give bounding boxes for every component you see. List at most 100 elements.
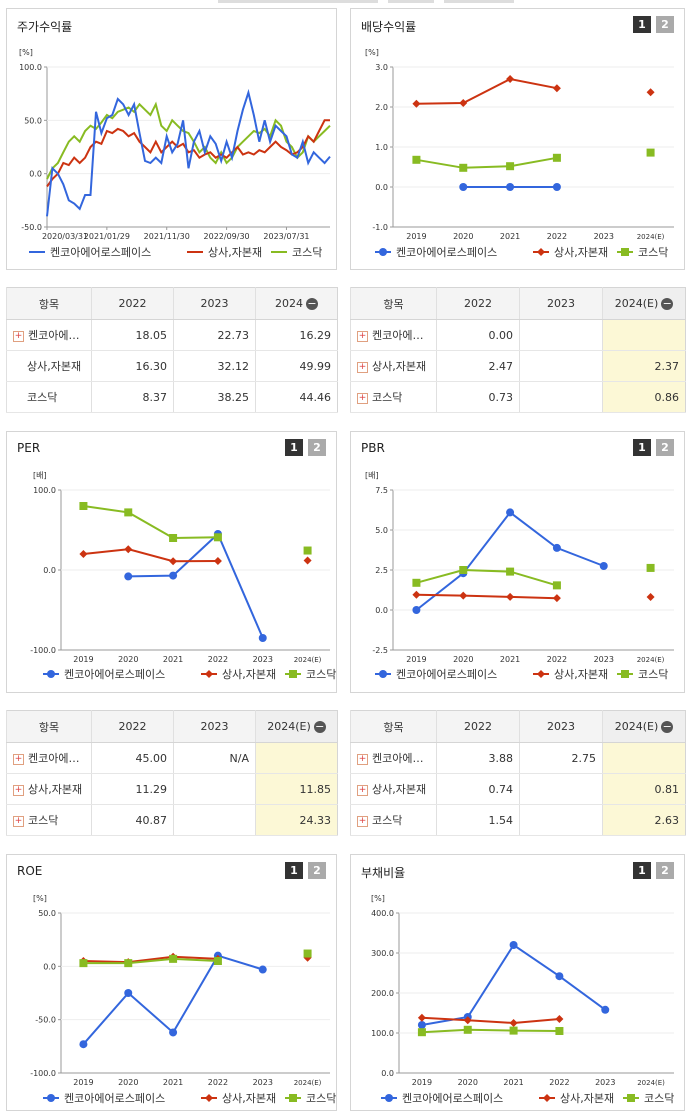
header-2023: 2023 (173, 710, 256, 743)
data-point (555, 1015, 564, 1023)
y-tick-label: 0.0 (43, 962, 56, 971)
legend-label: 켄코아에어로스페이스 (396, 246, 497, 259)
series-line (416, 593, 557, 600)
x-tick-label: 2021 (163, 1078, 183, 1087)
data-point (303, 953, 312, 962)
y-tick-label: -50.0 (35, 1016, 56, 1025)
row-label-text: 상사,자본재 (372, 783, 427, 796)
table-row: + 켄코아에… 45.00 N/A (6, 742, 338, 774)
data-point (552, 183, 561, 191)
data-point (459, 163, 468, 172)
data-point (646, 88, 655, 97)
y-tick-label: 50.0 (38, 909, 56, 918)
series-line (83, 548, 218, 563)
expand-icon[interactable]: + (13, 815, 24, 827)
expand-icon[interactable]: + (357, 392, 368, 404)
toggle-1-button[interactable]: 1 (285, 862, 303, 879)
toggle-1-button[interactable]: 1 (633, 16, 651, 33)
row-label: 상사,자본재 (6, 350, 92, 382)
data-point (543, 1094, 551, 1102)
table-row: + 상사,자본재 0.74 0.81 (350, 773, 686, 805)
toggle-2-button[interactable]: 2 (656, 862, 674, 879)
toggle-1-button[interactable]: 1 (633, 439, 651, 456)
row-label-text: 상사,자본재 (372, 360, 427, 373)
collapse-icon[interactable]: − (661, 720, 674, 733)
data-point (124, 545, 133, 554)
cell (173, 804, 256, 836)
collapse-icon[interactable]: − (661, 297, 674, 310)
header-2022: 2022 (436, 710, 520, 743)
pbr-table: 항목 2022 2023 2024(E) − + 켄코아에… 3.88 2.75 +… (350, 710, 686, 836)
table-row: 코스닥 8.37 38.25 44.46 (6, 381, 338, 413)
legend-label: 상사,자본재 (554, 668, 608, 681)
expand-icon[interactable]: + (357, 361, 368, 373)
x-tick-label: 2022 (549, 1078, 569, 1087)
period-toggle: 1 2 (633, 439, 674, 456)
expand-icon[interactable]: + (13, 784, 24, 796)
row-label-text: 켄코아에… (372, 329, 424, 342)
cell: 16.29 (255, 319, 338, 351)
expand-icon[interactable]: + (13, 330, 24, 342)
header-item: 항목 (350, 287, 437, 320)
expand-icon[interactable]: + (357, 753, 368, 765)
expand-icon[interactable]: + (357, 330, 368, 342)
y-tick-label: 7.5 (375, 486, 388, 495)
cell: 0.73 (436, 381, 520, 413)
top-control-fragment (218, 0, 378, 3)
data-point (552, 153, 561, 162)
panel-title: 배당수익률 (361, 20, 417, 34)
collapse-icon[interactable]: − (313, 720, 326, 733)
stock-return-table: 항목 2022 2023 2024− + 켄코아에… 18.05 22.73 16… (6, 287, 338, 413)
expand-icon[interactable]: + (357, 784, 368, 796)
x-tick-label: 2022 (208, 1078, 228, 1087)
data-point (303, 556, 312, 565)
y-tick-label: 2.0 (375, 103, 388, 112)
row-label: + 상사,자본재 (350, 350, 437, 382)
legend-label: 켄코아에어로스페이스 (402, 1092, 503, 1105)
data-point (169, 954, 178, 963)
panel-title: 부채비율 (361, 866, 406, 880)
y-tick-label: 300.0 (371, 949, 394, 958)
table-row: + 켄코아에… 3.88 2.75 (350, 742, 686, 774)
row-label-text: 코스닥 (372, 814, 403, 827)
series-line (416, 77, 558, 105)
expand-icon[interactable]: + (13, 753, 24, 765)
data-point (509, 941, 518, 949)
data-point (417, 1028, 426, 1037)
period-toggle: 1 2 (633, 16, 674, 33)
y-tick-label: 0.0 (43, 566, 56, 575)
legend-label: 상사,자본재 (208, 246, 262, 259)
y-tick-label: 50.0 (24, 116, 42, 125)
cell: 2.63 (602, 804, 686, 836)
toggle-2-button[interactable]: 2 (656, 439, 674, 456)
row-label-text: 켄코아에… (372, 752, 424, 765)
toggle-2-button[interactable]: 2 (308, 439, 326, 456)
x-tick-label: 2024(E) (637, 233, 665, 241)
toggle-1-button[interactable]: 1 (285, 439, 303, 456)
collapse-icon[interactable]: − (306, 297, 318, 310)
cell: 0.86 (602, 381, 686, 413)
row-label: + 코스닥 (350, 804, 437, 836)
toggle-1-button[interactable]: 1 (633, 862, 651, 879)
cell: 3.88 (436, 742, 520, 774)
dividend-yield-panel: 배당수익률 1 2 [%] 3.0 2.0 1.0 0.0 -1.0 2019 2020 202… (350, 8, 685, 270)
y-tick-label: 1.0 (375, 143, 388, 152)
toggle-2-button[interactable]: 2 (308, 862, 326, 879)
toggle-2-button[interactable]: 2 (656, 16, 674, 33)
x-tick-label: 2019 (73, 1078, 93, 1087)
legend-label: 켄코아에어로스페이스 (50, 246, 151, 259)
data-point (459, 183, 468, 191)
data-point (258, 634, 267, 642)
header-2024e: 2024(E) − (602, 710, 686, 743)
data-point (124, 508, 133, 517)
per-panel: PER 1 2 [배] 100.0 0.0 -100.0 2019 2020 2021 202… (6, 431, 337, 693)
table-row: + 상사,자본재 2.47 2.37 (350, 350, 686, 382)
cell: 40.87 (91, 804, 174, 836)
data-point (646, 593, 655, 602)
header-2024-label: 2024 (275, 297, 303, 310)
debt-ratio-panel: 부채비율 1 2 [%] 400.0 300.0 200.0 100.0 0.0 2019 2… (350, 854, 685, 1111)
expand-icon[interactable]: + (357, 815, 368, 827)
cell (255, 742, 338, 774)
row-label-text: 켄코아에… (28, 329, 80, 342)
